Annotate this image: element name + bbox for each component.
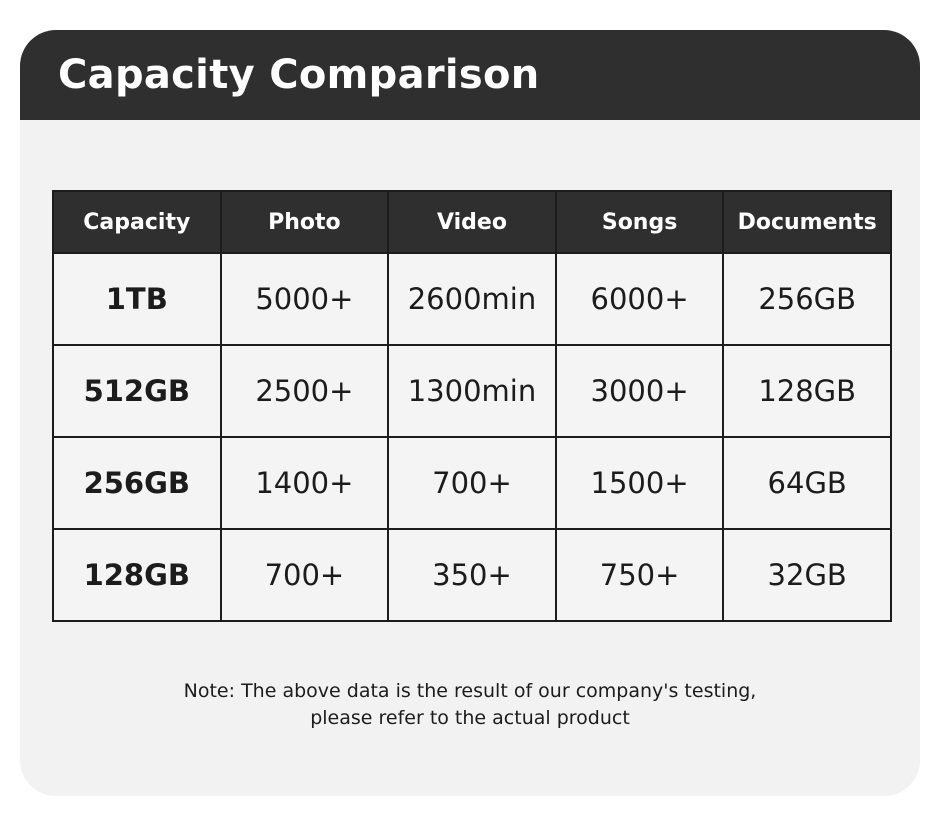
note-text-2: please refer to the actual product [310,707,630,729]
capacity-cell: 512GB [52,344,222,438]
video-cell: 350+ [387,528,557,622]
note-label: Note: [183,680,236,702]
video-cell: 2600min [387,252,557,346]
photo-cell: 2500+ [219,344,390,438]
page-title: Capacity Comparison [58,52,540,98]
documents-cell: 256GB [722,252,892,346]
capacity-cell: 1TB [52,252,222,346]
songs-cell: 750+ [554,528,725,622]
photo-cell: 5000+ [219,252,390,346]
songs-cell: 6000+ [554,252,725,346]
video-cell: 700+ [387,436,557,530]
capacity-cell: 128GB [52,528,222,622]
column-header-songs: Songs [554,190,725,254]
table-row: 256GB 1400+ 700+ 1500+ 64GB [52,436,892,530]
video-cell: 1300min [387,344,557,438]
column-header-documents: Documents [722,190,892,254]
documents-cell: 64GB [722,436,892,530]
table-container: Capacity Photo Video Songs Documents 1TB… [52,190,892,622]
table-row: 1TB 5000+ 2600min 6000+ 256GB [52,252,892,346]
documents-cell: 32GB [722,528,892,622]
documents-cell: 128GB [722,344,892,438]
photo-cell: 1400+ [219,436,390,530]
column-header-capacity: Capacity [52,190,222,254]
column-header-video: Video [387,190,557,254]
table-header-row: Capacity Photo Video Songs Documents [52,190,892,254]
table-row: 128GB 700+ 350+ 750+ 32GB [52,528,892,622]
note-text-1: The above data is the result of our comp… [241,680,757,702]
column-header-photo: Photo [219,190,390,254]
photo-cell: 700+ [219,528,390,622]
header-bar: Capacity Comparison [20,30,920,120]
songs-cell: 1500+ [554,436,725,530]
disclaimer-note: Note: The above data is the result of ou… [20,678,920,732]
note-line-1: Note: The above data is the result of ou… [20,678,920,705]
songs-cell: 3000+ [554,344,725,438]
capacity-table: Capacity Photo Video Songs Documents 1TB… [52,190,892,622]
capacity-card: Capacity Comparison Capacity Photo Video… [20,30,920,796]
table-row: 512GB 2500+ 1300min 3000+ 128GB [52,344,892,438]
capacity-cell: 256GB [52,436,222,530]
